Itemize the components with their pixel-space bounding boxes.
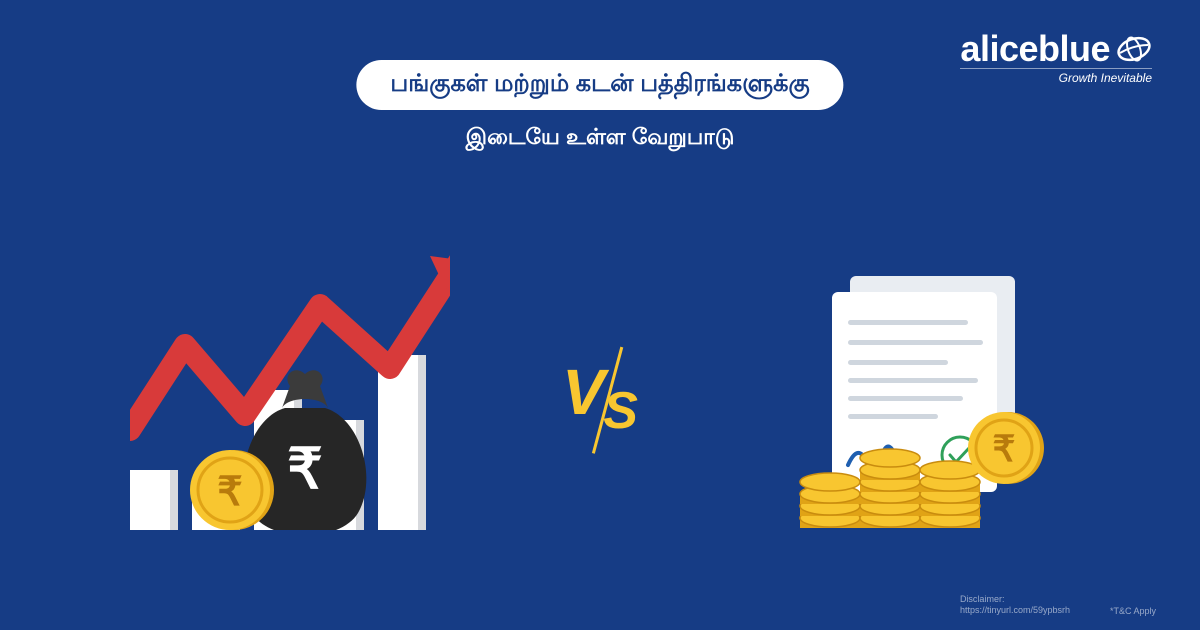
- canvas: aliceblue Growth Inevitable பங்குகள் மற்…: [0, 0, 1200, 630]
- stocks-illustration: ₹ ₹: [130, 250, 450, 530]
- terms-text: *T&C Apply: [1110, 606, 1156, 616]
- disclaimer-label: Disclaimer:: [960, 594, 1005, 604]
- brand-logo: aliceblue Growth Inevitable: [960, 28, 1152, 85]
- logo-tagline: Growth Inevitable: [960, 68, 1152, 85]
- disclaimer-text: Disclaimer: https://tinyurl.com/59ypbsrh: [960, 594, 1070, 616]
- rupee-coin-icon: ₹: [190, 450, 274, 530]
- vs-letter-s: S: [603, 381, 638, 441]
- rupee-coin-icon: ₹: [968, 412, 1044, 484]
- headline-pill: பங்குகள் மற்றும் கடன் பத்திரங்களுக்கு: [356, 60, 843, 110]
- svg-text:₹: ₹: [993, 428, 1016, 469]
- svg-text:₹: ₹: [217, 470, 242, 514]
- headline-block: பங்குகள் மற்றும் கடன் பத்திரங்களுக்கு இட…: [356, 60, 843, 153]
- coin-stack-icon: [800, 449, 980, 528]
- vs-letter-v: V: [562, 355, 605, 429]
- disclaimer-link: https://tinyurl.com/59ypbsrh: [960, 605, 1070, 615]
- vs-badge: V S: [562, 355, 638, 429]
- svg-text:₹: ₹: [287, 437, 323, 500]
- comparison-scene: ₹ ₹ V S: [0, 210, 1200, 530]
- logo-globe-icon: [1116, 31, 1152, 67]
- bonds-illustration: ₹: [770, 270, 1070, 530]
- logo-text: aliceblue: [960, 28, 1110, 70]
- headline-subtitle: இடையே உள்ள வேறுபாடு: [356, 124, 843, 153]
